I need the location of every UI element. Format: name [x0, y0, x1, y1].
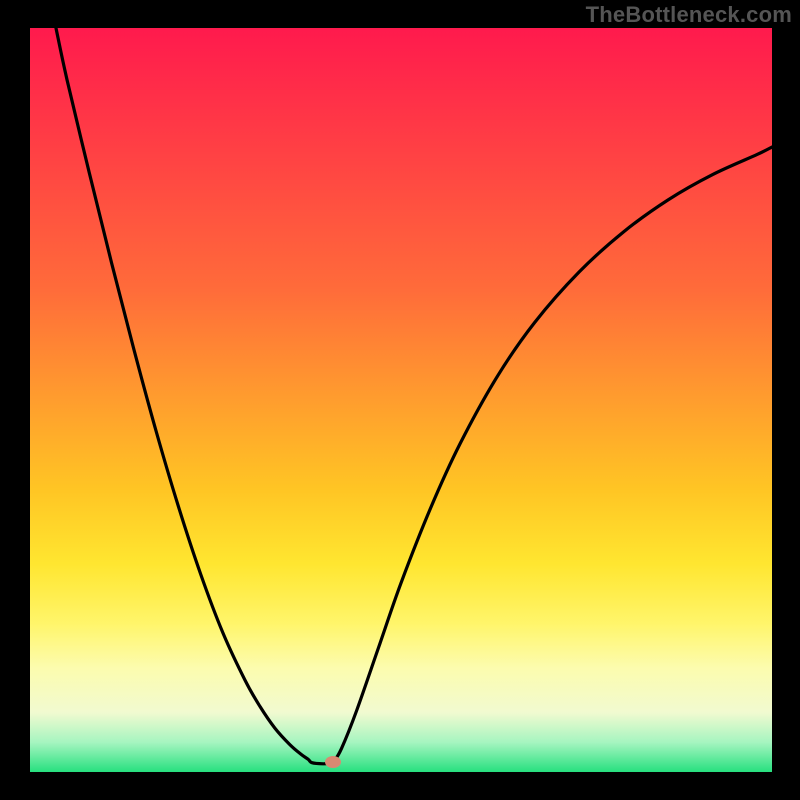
plot-area	[30, 28, 772, 772]
chart-container: TheBottleneck.com	[0, 0, 800, 800]
curve-path	[56, 28, 772, 764]
watermark-text: TheBottleneck.com	[586, 2, 792, 28]
bottleneck-curve	[30, 28, 772, 772]
minimum-marker	[325, 756, 341, 768]
